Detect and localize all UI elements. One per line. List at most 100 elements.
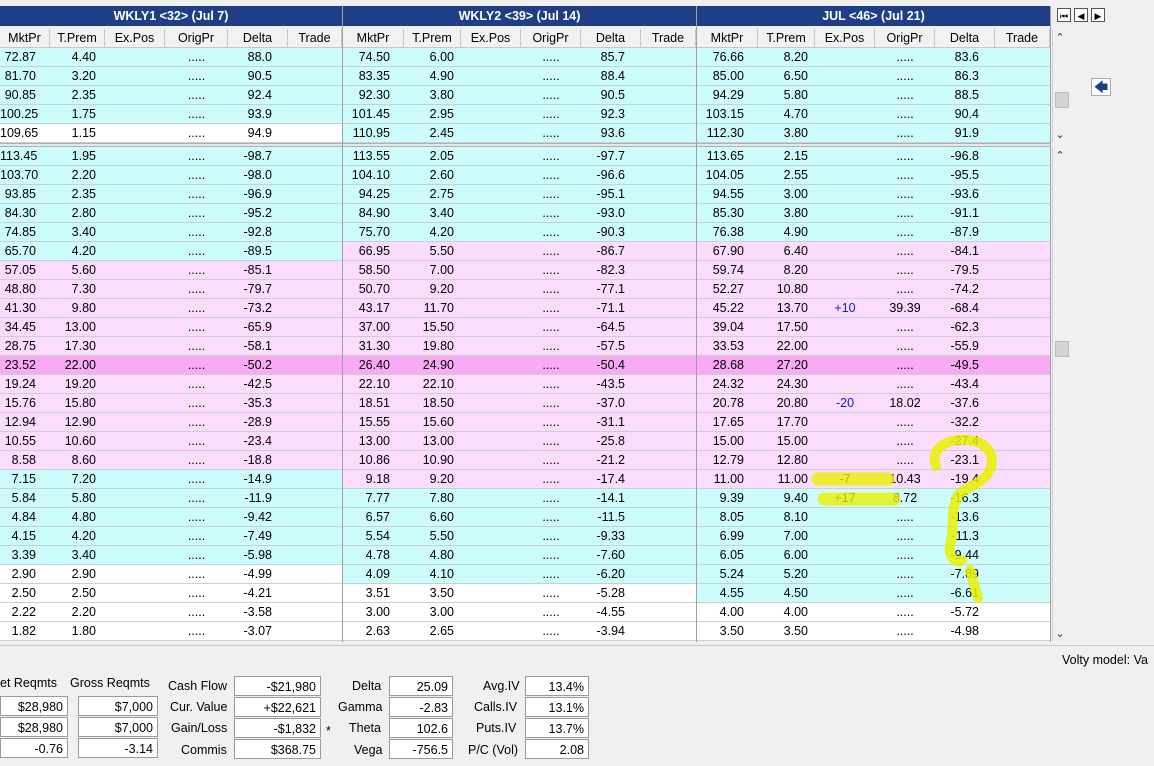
row-divider <box>0 104 1050 105</box>
table-row[interactable]: 57.05 5.60..... -85.1 58.50 7.00..... -82.3 59… <box>0 261 1050 280</box>
mkt-price-cell: 11.00 <box>713 472 744 486</box>
table-row[interactable]: 81.70 3.20..... 90.5 83.35 4.90..... 88.4 85.0… <box>0 67 1050 86</box>
time-premium-cell: 11.70 <box>423 301 454 315</box>
puts-scroll-thumb[interactable] <box>1055 341 1069 357</box>
table-row[interactable]: 90.85 2.35..... 92.4 92.30 3.80..... 90.5 94.2… <box>0 86 1050 105</box>
orig-price-cell: ..... <box>896 339 914 353</box>
time-premium-cell: 2.60 <box>429 168 454 182</box>
mkt-price-cell: 48.80 <box>4 282 36 296</box>
column-header-origpr[interactable]: OrigPr <box>165 29 228 48</box>
orig-price-cell: ..... <box>187 510 206 524</box>
table-row[interactable]: 19.24 19.20..... -42.5 22.10 22.10..... -43.5… <box>0 375 1050 394</box>
table-row[interactable]: 93.85 2.35..... -96.9 94.25 2.75..... -95.1 94… <box>0 185 1050 204</box>
orig-price-cell: 39.39 <box>889 301 921 315</box>
time-premium-cell: 2.75 <box>429 187 454 201</box>
next-page-button[interactable]: ▶ <box>1091 8 1105 22</box>
column-header-delta[interactable]: Delta <box>228 29 288 48</box>
mkt-price-cell: 4.15 <box>11 529 36 543</box>
table-row[interactable]: 100.25 1.75..... 93.9 101.45 2.95..... 92.3 10… <box>0 105 1050 124</box>
back-arrow-icon[interactable]: 🡄 <box>1091 78 1111 96</box>
time-premium-cell: 4.20 <box>71 529 96 543</box>
mkt-price-cell: 101.45 <box>351 107 390 121</box>
delta-cell: -11.3 <box>951 529 979 543</box>
first-page-button[interactable]: ⏮ <box>1057 8 1071 22</box>
column-header-delta[interactable]: Delta <box>581 29 641 48</box>
table-row[interactable]: 8.58 8.60..... -18.8 10.86 10.90..... -21.2 12… <box>0 451 1050 470</box>
table-row[interactable]: 109.65 1.15..... 94.9 110.95 2.45..... 93.6 11… <box>0 124 1050 143</box>
mkt-price-cell: 58.50 <box>358 263 390 277</box>
scroll-up-icon[interactable]: ⌃ <box>1055 32 1065 44</box>
row-background <box>0 105 342 124</box>
column-header-origpr[interactable]: OrigPr <box>875 29 935 48</box>
scroll-up-icon[interactable]: ⌃ <box>1055 150 1065 162</box>
time-premium-cell: 17.70 <box>776 415 808 429</box>
puts-scrollbar[interactable] <box>1052 147 1069 641</box>
orig-price-cell: ..... <box>542 396 560 410</box>
row-divider <box>0 317 1050 318</box>
mkt-price-cell: 113.65 <box>706 149 744 163</box>
table-row[interactable]: 74.85 3.40..... -92.8 75.70 4.20..... -90.3 76… <box>0 223 1050 242</box>
column-header-tprem[interactable]: T.Prem <box>404 29 461 48</box>
delta-cell: 85.7 <box>600 50 625 64</box>
column-header-row: MktPr T.Prem Ex.Pos OrigPr Delta Trade MktPr T.… <box>0 29 1050 48</box>
time-premium-cell: 22.00 <box>64 358 96 372</box>
column-header-origpr[interactable]: OrigPr <box>521 29 581 48</box>
scroll-down-icon[interactable]: ⌄ <box>1055 129 1065 141</box>
row-divider <box>0 336 1050 337</box>
column-header-mktpr[interactable]: MktPr <box>697 29 758 48</box>
delta-cell: -4.99 <box>243 567 273 581</box>
column-header-expos[interactable]: Ex.Pos <box>461 29 521 48</box>
delta-cell: 90.4 <box>954 107 979 121</box>
cash-flow-label: Cash Flow <box>168 679 228 693</box>
table-row[interactable]: 28.75 17.30..... -58.1 31.30 19.80..... -57.5… <box>0 337 1050 356</box>
column-header-trade[interactable]: Trade <box>288 29 342 48</box>
calls-scrollbar[interactable] <box>1052 29 1069 143</box>
table-row[interactable]: 72.87 4.40..... 88.0 74.50 6.00..... 85.7 76.6… <box>0 48 1050 67</box>
column-header-mktpr[interactable]: MktPr <box>0 29 50 48</box>
delta-cell: -86.7 <box>596 244 626 258</box>
table-row[interactable]: 4.84 4.80..... -9.42 6.57 6.60..... -11.5 8.05… <box>0 508 1050 527</box>
column-header-mktpr[interactable]: MktPr <box>343 29 404 48</box>
column-header-expos[interactable]: Ex.Pos <box>105 29 165 48</box>
calls-iv-label: Calls.IV <box>474 700 518 714</box>
time-premium-cell: 2.95 <box>429 107 454 121</box>
table-row[interactable]: 113.45 1.95..... -98.7 113.55 2.05..... -97.7… <box>0 147 1050 166</box>
calls-scroll-thumb[interactable] <box>1055 92 1069 108</box>
column-header-delta[interactable]: Delta <box>935 29 995 48</box>
table-row[interactable]: 3.39 3.40..... -5.98 4.78 4.80..... -7.60 6.05… <box>0 546 1050 565</box>
time-premium-cell: 11.00 <box>777 472 808 486</box>
table-row[interactable]: 2.90 2.90..... -4.99 4.09 4.10..... -6.20 5.24… <box>0 565 1050 584</box>
time-premium-cell: 4.80 <box>71 510 96 524</box>
grid-splitter[interactable] <box>0 143 1050 147</box>
delta-cell: -68.4 <box>950 301 980 315</box>
orig-price-cell: ..... <box>542 126 560 140</box>
scroll-down-icon[interactable]: ⌄ <box>1055 628 1065 640</box>
table-row[interactable]: 15.76 15.80..... -35.3 18.51 18.50..... -37.0… <box>0 394 1050 413</box>
delta-cell: -9.33 <box>596 529 626 543</box>
table-row[interactable]: 12.94 12.90..... -28.9 15.55 15.60..... -31.1… <box>0 413 1050 432</box>
mkt-price-cell: 92.30 <box>358 88 390 102</box>
table-row[interactable]: 103.70 2.20..... -98.0 104.10 2.60..... -96.6… <box>0 166 1050 185</box>
time-premium-cell: 6.00 <box>429 50 454 64</box>
table-row[interactable]: 84.30 2.80..... -95.2 84.90 3.40..... -93.0 85… <box>0 204 1050 223</box>
prev-page-button[interactable]: ◀ <box>1074 8 1088 22</box>
column-header-tprem[interactable]: T.Prem <box>50 29 105 48</box>
column-header-trade[interactable]: Trade <box>641 29 696 48</box>
table-row[interactable]: 2.50 2.50..... -4.21 3.51 3.50..... -5.28 4.55… <box>0 584 1050 603</box>
table-row[interactable]: 48.80 7.30..... -79.7 50.70 9.20..... -77.1 52… <box>0 280 1050 299</box>
column-header-tprem[interactable]: T.Prem <box>758 29 815 48</box>
mkt-price-cell: 15.55 <box>358 415 390 429</box>
table-row[interactable]: 2.22 2.20..... -3.58 3.00 3.00..... -4.55 4.00… <box>0 603 1050 622</box>
table-row[interactable]: 34.45 13.00..... -65.9 37.00 15.50..... -64.5… <box>0 318 1050 337</box>
table-row[interactable]: 65.70 4.20..... -89.5 66.95 5.50..... -86.7 67… <box>0 242 1050 261</box>
table-row[interactable]: 4.15 4.20..... -7.49 5.54 5.50..... -9.33 6.99… <box>0 527 1050 546</box>
mkt-price-cell: 72.87 <box>4 50 36 64</box>
column-header-trade[interactable]: Trade <box>995 29 1050 48</box>
table-row[interactable]: 41.30 9.80..... -73.2 43.17 11.70..... -71.1 4… <box>0 299 1050 318</box>
column-header-expos[interactable]: Ex.Pos <box>815 29 875 48</box>
time-premium-cell: 2.55 <box>783 168 808 182</box>
table-row[interactable]: 23.52 22.00..... -50.2 26.40 24.90..... -50.4… <box>0 356 1050 375</box>
orig-price-cell: ..... <box>187 396 206 410</box>
table-row[interactable]: 1.82 1.80..... -3.07 2.63 2.65..... -3.94 3.50… <box>0 622 1050 641</box>
